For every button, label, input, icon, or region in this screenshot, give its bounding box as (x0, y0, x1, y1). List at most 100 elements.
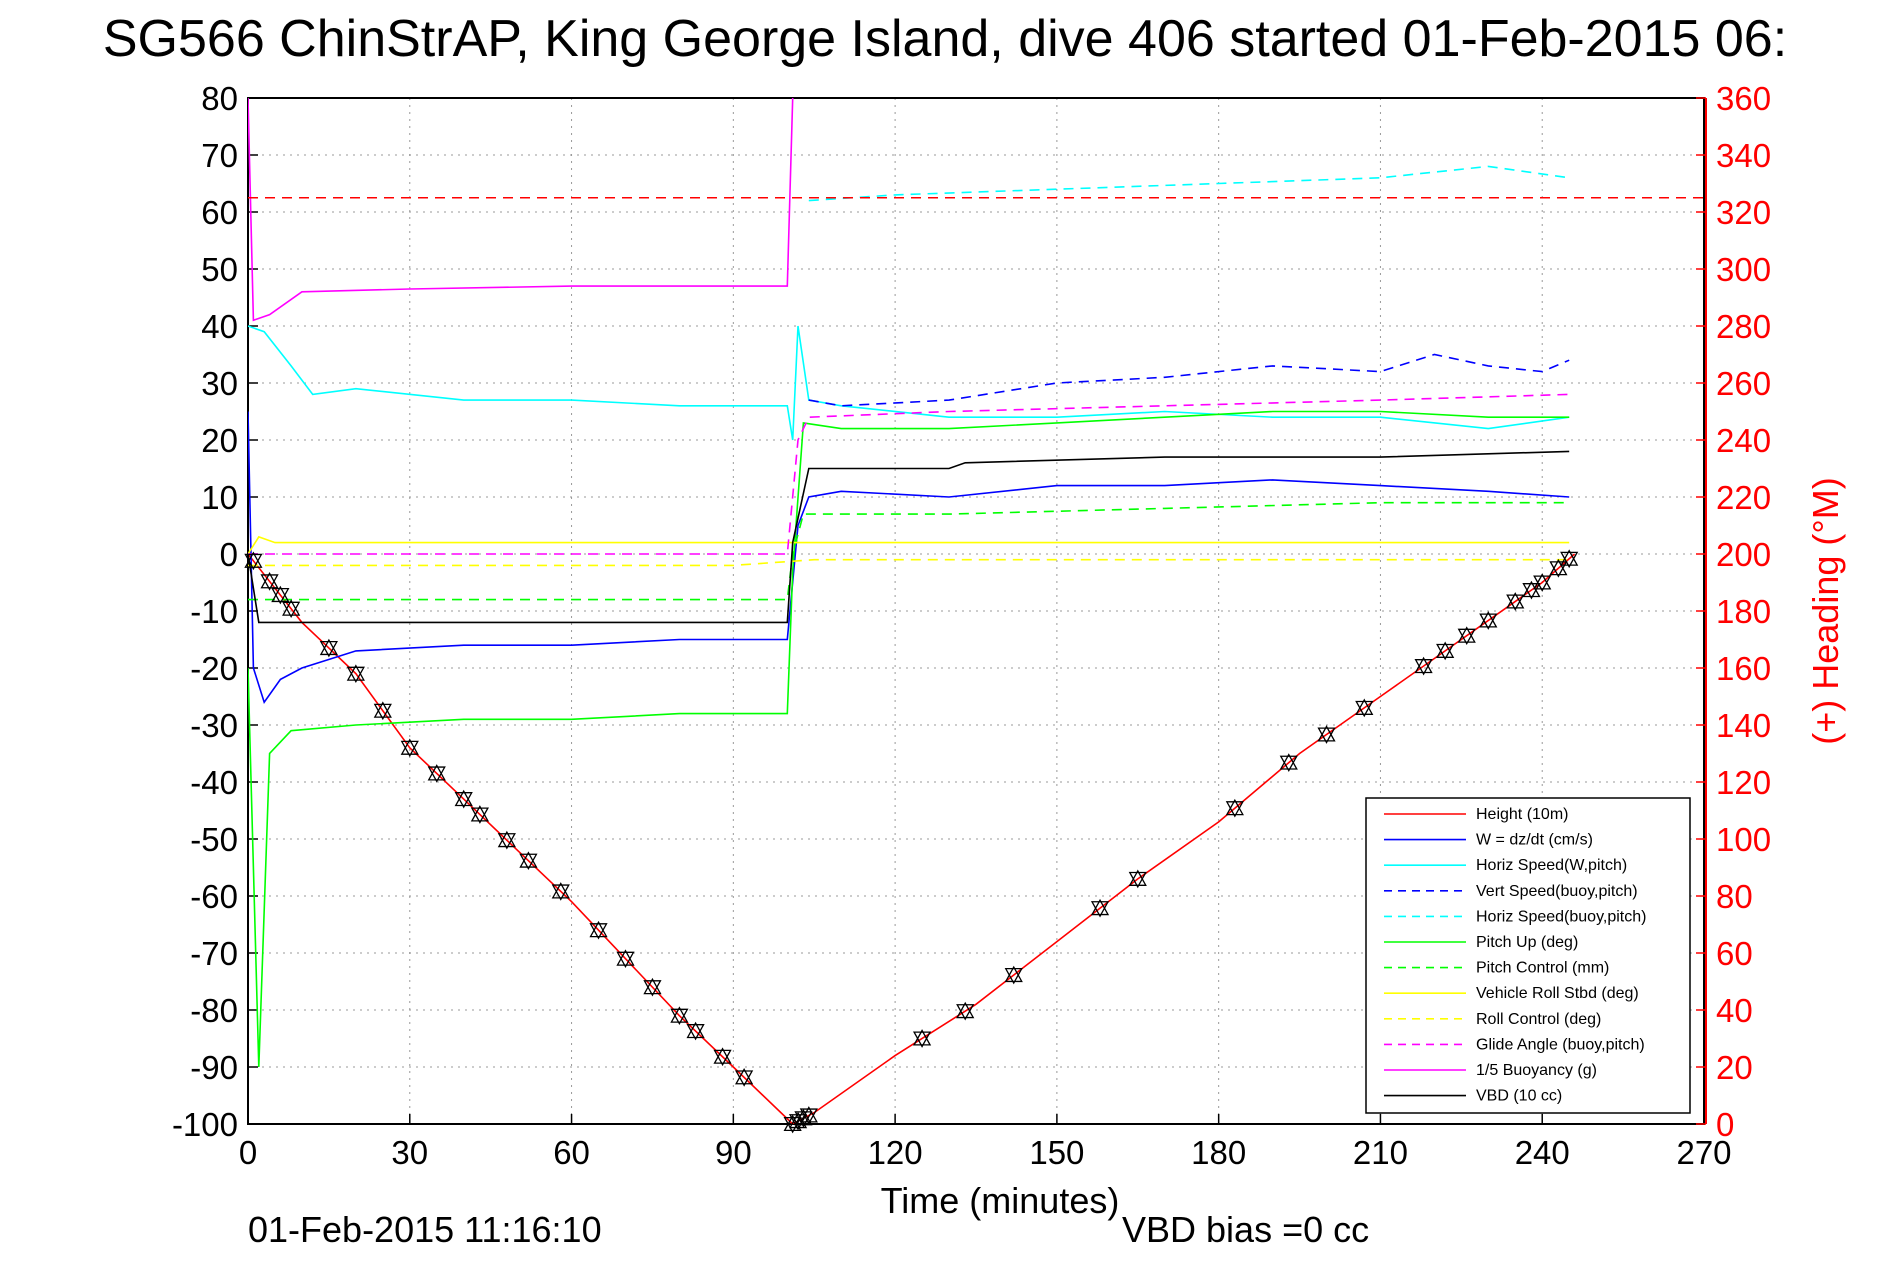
y2-tick-label: 140 (1716, 707, 1771, 744)
series-line (808, 165, 1570, 202)
y-axis-ticks: 80 70 60 50 40 30 20 10 0 -10 -20 -30 -40 -50 -60 -70 -8… (172, 80, 258, 1143)
y2-tick-label: 200 (1716, 536, 1771, 573)
y2-tick-label: 120 (1716, 764, 1771, 801)
y2-tick-label: 20 (1716, 1049, 1753, 1086)
triangle-marker (1004, 965, 1023, 983)
y2-tick-label: 260 (1716, 365, 1771, 402)
triangle-marker (794, 1111, 813, 1128)
y2-axis-label: (+) Heading (°M) (1805, 477, 1846, 744)
triangle-marker (1549, 561, 1568, 578)
triangle-marker (1004, 967, 1023, 985)
x-tick-label: 60 (553, 1134, 590, 1171)
triangle-marker (1560, 551, 1579, 569)
triangle-marker (497, 830, 516, 848)
triangle-marker (519, 851, 538, 868)
triangle-marker (1317, 725, 1336, 742)
triangle-marker (244, 551, 263, 568)
x-tick-label: 180 (1191, 1134, 1246, 1171)
triangle-marker (1479, 611, 1498, 628)
triangle-marker (1414, 659, 1433, 676)
y-tick-label: 0 (220, 536, 238, 573)
triangle-marker (1560, 549, 1579, 566)
series-line (248, 411, 1570, 704)
triangle-marker (956, 1004, 975, 1021)
y-tick-label: -20 (190, 650, 238, 687)
y-tick-label: 60 (201, 194, 238, 231)
x-tick-label: 30 (391, 1134, 428, 1171)
legend-label: Pitch Up (deg) (1476, 934, 1578, 951)
triangle-marker (1414, 656, 1433, 674)
triangle-marker (956, 1001, 975, 1019)
y2-tick-label: 80 (1716, 878, 1753, 915)
y-tick-label: 10 (201, 479, 238, 516)
triangle-markers (244, 549, 1579, 1134)
triangle-marker (260, 574, 279, 591)
triangle-marker (1128, 869, 1147, 886)
y-tick-label: -50 (190, 821, 238, 858)
triangle-marker (346, 664, 365, 681)
footer-vbd-bias: VBD bias =0 cc (1122, 1209, 1369, 1250)
triangle-marker (1457, 626, 1476, 643)
triangle-marker (1317, 727, 1336, 744)
triangle-marker (1436, 641, 1455, 658)
triangle-marker (686, 1024, 705, 1041)
legend-label: Horiz Speed(W,pitch) (1476, 857, 1627, 874)
triangle-marker (1522, 583, 1541, 600)
triangle-marker (912, 1029, 932, 1046)
x-tick-label: 0 (239, 1134, 257, 1171)
y2-tick-label: 220 (1716, 479, 1771, 516)
y2-tick-label: 340 (1716, 137, 1771, 174)
y2-tick-label: 360 (1716, 80, 1771, 117)
legend-label: Vehicle Roll Stbd (deg) (1476, 985, 1639, 1002)
triangle-marker (454, 792, 473, 809)
series-line (248, 98, 794, 322)
x-tick-label: 90 (715, 1134, 752, 1171)
triangle-marker (1479, 613, 1498, 630)
triangle-marker (271, 585, 290, 603)
triangle-marker (551, 882, 570, 899)
y2-axis-ticks: 3603403203002802602402202001801601401201… (1696, 80, 1771, 1143)
y2-tick-label: 100 (1716, 821, 1771, 858)
triangle-marker (1533, 575, 1552, 592)
y2-tick-label: 300 (1716, 251, 1771, 288)
legend-label: W = dz/dt (cm/s) (1476, 832, 1593, 849)
y2-tick-label: 40 (1716, 992, 1753, 1029)
triangle-marker (282, 599, 301, 616)
triangle-marker (1355, 698, 1374, 715)
triangle-marker (912, 1031, 932, 1048)
triangle-marker (373, 703, 392, 721)
triangle-marker (686, 1021, 705, 1039)
triangle-marker (244, 553, 263, 571)
legend-label: Glide Angle (buoy,pitch) (1476, 1036, 1645, 1053)
triangle-marker (519, 853, 538, 870)
triangle-marker (713, 1047, 732, 1064)
y-tick-label: -70 (190, 935, 238, 972)
triangle-marker (1090, 901, 1110, 918)
y-tick-label: 40 (201, 308, 238, 345)
triangle-marker (373, 701, 392, 718)
triangle-marker (271, 587, 290, 605)
x-tick-label: 240 (1515, 1134, 1570, 1171)
triangle-marker (1225, 801, 1244, 818)
y2-tick-label: 240 (1716, 422, 1771, 459)
y-tick-label: 50 (201, 251, 238, 288)
triangle-marker (1355, 700, 1374, 718)
triangle-marker (1090, 898, 1110, 916)
triangle-marker (427, 766, 446, 783)
triangle-marker (670, 1006, 689, 1023)
triangle-marker (643, 977, 662, 995)
triangle-marker (1225, 798, 1244, 816)
triangle-marker (616, 951, 635, 969)
series-line (248, 535, 1570, 555)
triangle-marker (616, 949, 635, 966)
legend-label: Height (10m) (1476, 806, 1568, 823)
y-tick-label: 80 (201, 80, 238, 117)
x-tick-label: 150 (1029, 1134, 1084, 1171)
legend-label: Horiz Speed(buoy,pitch) (1476, 908, 1646, 925)
y-tick-label: -40 (190, 764, 238, 801)
x-axis-ticks: 0 30 60 90 120 150 180 210 240 270 (239, 1114, 1732, 1171)
triangle-marker (1549, 558, 1568, 576)
y-tick-label: 30 (201, 365, 238, 402)
series-line (248, 450, 1570, 624)
